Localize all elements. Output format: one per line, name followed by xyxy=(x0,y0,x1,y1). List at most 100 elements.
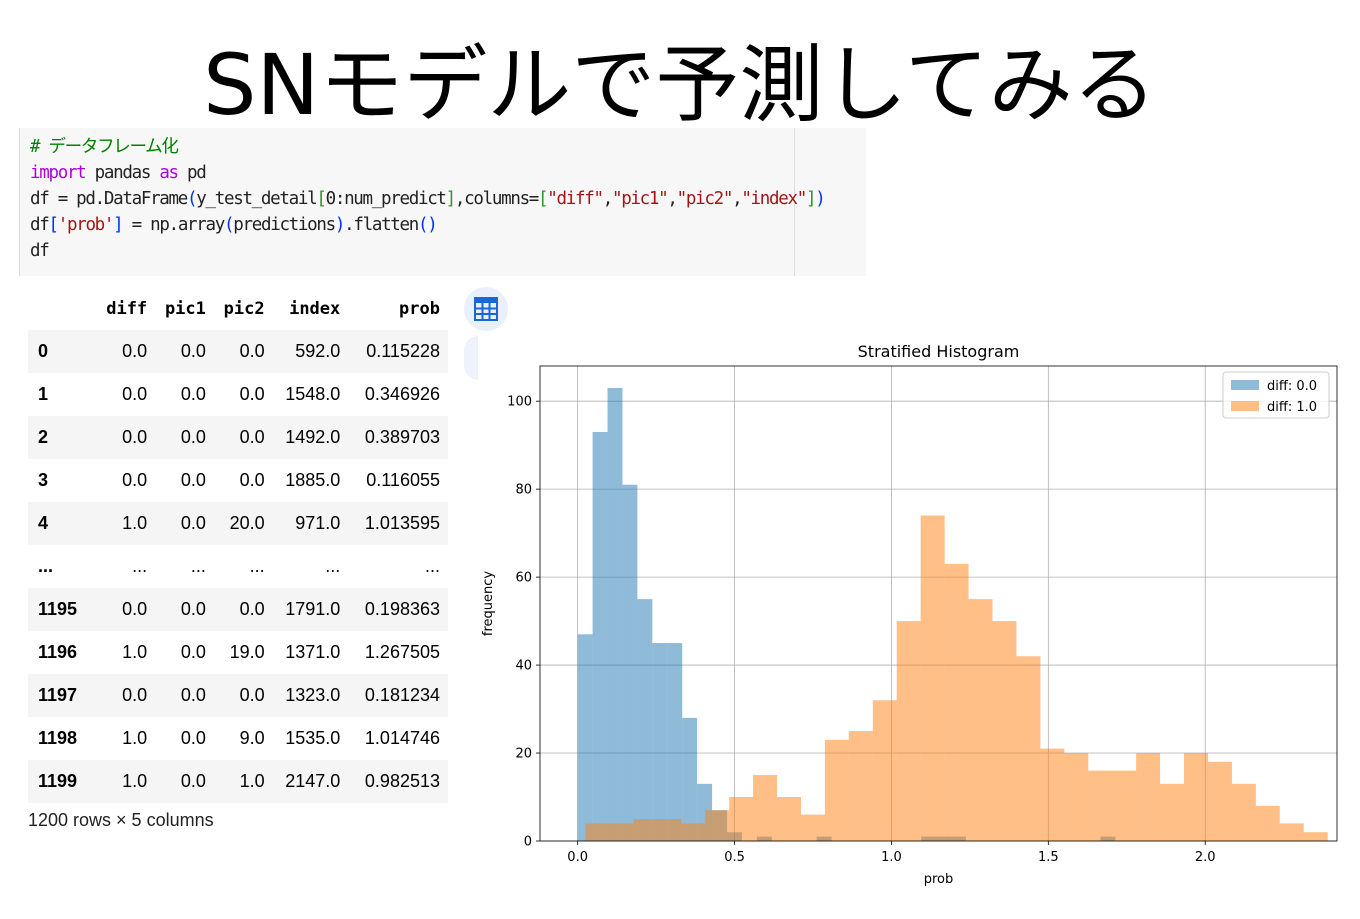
table-cell: 0.0 xyxy=(239,427,265,447)
table-cell: 0.0 xyxy=(180,599,206,619)
convert-to-interactive-table-button[interactable] xyxy=(464,287,508,331)
table-cell: 0.0 xyxy=(122,384,148,404)
table-cell: 1791.0 xyxy=(285,599,341,619)
table-cell: 1.0 xyxy=(122,771,148,791)
table-cell: 0.0 xyxy=(239,470,265,490)
table-cell: 1492.0 xyxy=(285,427,341,447)
table-cell: 0.0 xyxy=(180,384,206,404)
table-cell: 1.0 xyxy=(122,513,148,533)
code-token: "pic2" xyxy=(676,189,734,209)
histogram-bar xyxy=(682,717,698,841)
histogram-bar xyxy=(800,814,825,841)
table-cell: 0.0 xyxy=(239,685,265,705)
histogram-bar xyxy=(777,797,801,841)
histogram-bar xyxy=(1088,770,1113,841)
y-tick-label: 40 xyxy=(515,659,532,674)
table-cell: 0.0 xyxy=(122,341,148,361)
code-token: ( xyxy=(187,189,198,209)
y-tick-label: 0 xyxy=(524,835,532,850)
row-index: ... xyxy=(38,556,54,576)
histogram-bar xyxy=(652,643,668,841)
code-token: ] xyxy=(805,189,817,209)
table-row: 1195 0.0 0.0 0.0 1791.0 0.198363 xyxy=(28,588,448,631)
column-header-diff: diff xyxy=(106,299,148,319)
histogram-bar xyxy=(681,823,706,841)
code-token: ) xyxy=(334,215,346,235)
row-index: 1 xyxy=(38,384,49,404)
code-token: = np.array xyxy=(122,215,226,235)
histogram-bar xyxy=(992,621,1017,841)
code-token: df xyxy=(30,215,50,235)
table-cell: 1885.0 xyxy=(285,470,341,490)
table-cell: 2147.0 xyxy=(285,771,341,791)
table-cell: 1535.0 xyxy=(285,728,341,748)
x-tick-label: 0.0 xyxy=(567,850,588,865)
table-cell: 0.198363 xyxy=(364,599,440,619)
code-token: ) xyxy=(815,189,826,209)
column-header-index: index xyxy=(289,299,341,319)
y-tick-label: 60 xyxy=(515,571,532,586)
histogram-bar xyxy=(848,731,873,841)
histogram-bar xyxy=(1136,753,1161,841)
code-token: , xyxy=(667,189,678,209)
histogram-bar xyxy=(1279,823,1304,841)
table-cell: 0.0 xyxy=(180,341,206,361)
histogram-bar xyxy=(1207,761,1232,841)
table-cell: 0.0 xyxy=(122,685,148,705)
code-cell[interactable]: # データフレーム化 import pandas as pd df = pd.Dat… xyxy=(19,128,866,276)
row-index: 1196 xyxy=(38,642,78,662)
table-cell: 1.0 xyxy=(122,728,148,748)
histogram-bar xyxy=(592,431,608,841)
table-cell: 1323.0 xyxy=(285,685,341,705)
histogram-bar xyxy=(637,599,653,841)
histogram-bar xyxy=(824,739,849,841)
code-token: "pic1" xyxy=(611,189,669,209)
code-editor[interactable]: # データフレーム化 import pandas as pd df = pd.Dat… xyxy=(30,134,826,264)
table-cell: 0.982513 xyxy=(364,771,440,791)
table-row: 4 1.0 0.0 20.0 971.0 1.013595 xyxy=(28,502,448,545)
code-token: , xyxy=(732,189,743,209)
x-tick-label: 1.0 xyxy=(881,850,902,865)
table-cell: 592.0 xyxy=(295,341,341,361)
row-index: 4 xyxy=(38,513,49,533)
suggest-charts-button[interactable] xyxy=(464,336,478,380)
histogram-bar xyxy=(1040,748,1065,841)
histogram-bar xyxy=(609,823,634,841)
table-cell: 0.0 xyxy=(180,642,206,662)
histogram-bar xyxy=(1303,832,1328,841)
x-axis-label: prob xyxy=(924,872,954,887)
histogram-bar xyxy=(577,634,593,841)
code-line: df xyxy=(30,238,824,264)
table-cell: 0.0 xyxy=(239,384,265,404)
code-token: , xyxy=(602,189,614,209)
histogram-bar xyxy=(607,387,623,841)
table-cell: ... xyxy=(424,556,440,576)
code-token: "index" xyxy=(741,189,807,209)
row-index: 1195 xyxy=(38,599,78,619)
ruler-line xyxy=(794,128,795,276)
legend-label: diff: 0.0 xyxy=(1267,379,1317,394)
code-token: df = pd.DataFrame xyxy=(30,189,188,209)
table-cell: 1.013595 xyxy=(364,513,440,533)
row-index: 1198 xyxy=(38,728,78,748)
table-cell: 0.0 xyxy=(180,728,206,748)
table-cell: 0.0 xyxy=(180,685,206,705)
table-cell: 0.0 xyxy=(180,470,206,490)
histogram-bar xyxy=(705,810,730,841)
code-token: 'prob' xyxy=(57,215,115,235)
code-token: y_test_detail xyxy=(196,189,317,209)
histogram-bar xyxy=(622,484,638,841)
code-token: [ xyxy=(48,215,59,235)
histogram-bar xyxy=(1255,805,1280,841)
code-token: ( xyxy=(224,215,235,235)
table-cell: 0.0 xyxy=(122,599,148,619)
table-cell: 971.0 xyxy=(295,513,341,533)
dataframe-table: diff pic1 pic2 index prob 0 0.0 0.0 0.0 592.0 0.1… xyxy=(28,288,448,803)
table-cell: 20.0 xyxy=(229,513,265,533)
x-tick-label: 1.5 xyxy=(1038,850,1059,865)
table-cell: 1371.0 xyxy=(285,642,341,662)
table-cell: 1.0 xyxy=(122,642,148,662)
table-cell: 1.014746 xyxy=(364,728,440,748)
table-header-row: diff pic1 pic2 index prob xyxy=(28,288,448,330)
code-line: import pandas as pd xyxy=(30,160,824,186)
